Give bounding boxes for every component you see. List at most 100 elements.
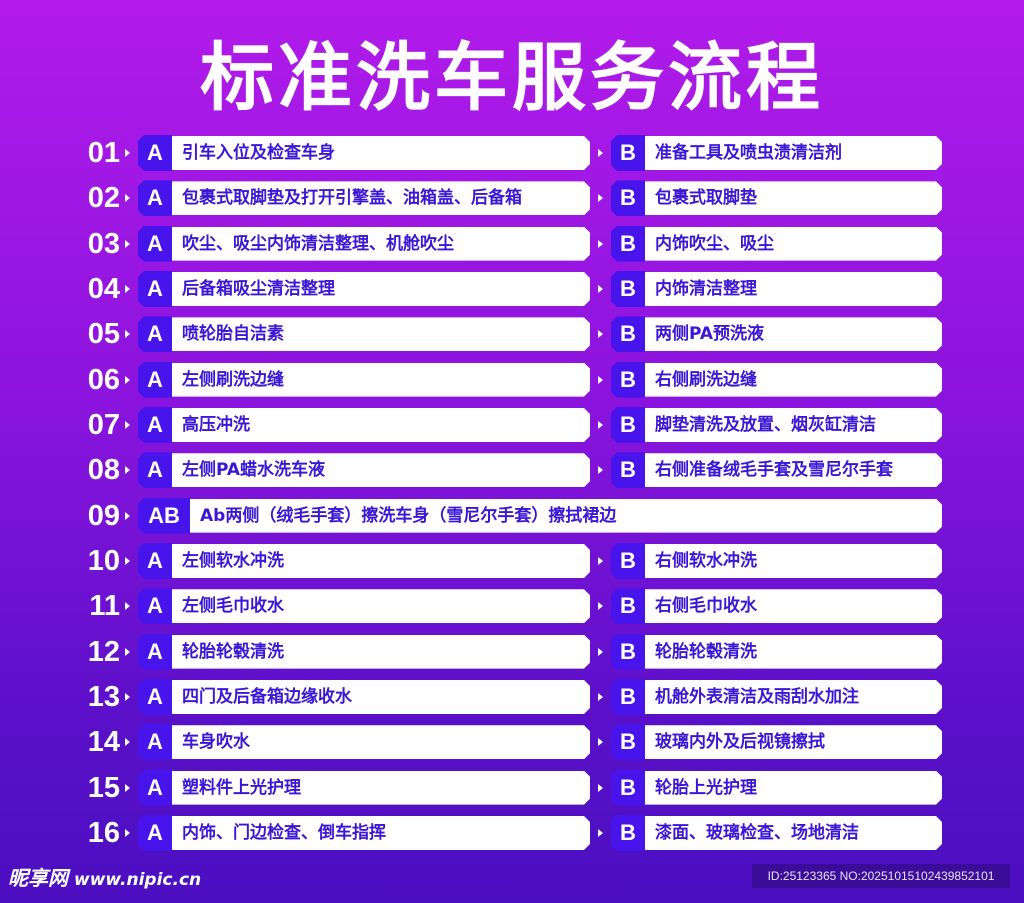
step-row: 07 A 高压冲洗 B 脚垫清洗及放置、烟灰缸清洁 — [0, 407, 1024, 443]
arrow-icon — [125, 692, 130, 701]
step-row: 01 A 引车入位及检查车身 B 准备工具及喷虫渍清洁剂 — [0, 135, 1024, 171]
step-a-text: 左侧毛巾收水 — [182, 596, 284, 617]
arrow-icon — [125, 738, 130, 747]
badge-a: A — [138, 815, 172, 851]
badge-b: B — [611, 815, 645, 851]
badge-a: A — [138, 724, 172, 760]
step-row: 16 A 内饰、门边检查、倒车指挥 B 漆面、玻璃检查、场地清洁 — [0, 815, 1024, 851]
arrow-icon — [125, 783, 130, 792]
arrow-icon — [598, 738, 603, 747]
badge-b: B — [611, 588, 645, 624]
arrow-icon — [125, 511, 130, 520]
step-a-text: 吹尘、吸尘内饰清洁整理、机舱吹尘 — [182, 233, 454, 254]
step-number: 05 — [87, 318, 120, 351]
arrow-icon — [125, 284, 130, 293]
step-a-text: 车身吹水 — [182, 732, 250, 753]
step-a-text: 高压冲洗 — [182, 414, 250, 435]
step-a-text: 左侧PA蜡水洗车液 — [182, 460, 326, 481]
badge-b: B — [611, 226, 645, 262]
arrow-icon — [598, 828, 603, 837]
arrow-icon — [598, 783, 603, 792]
arrow-icon — [125, 375, 130, 384]
step-b-text: 脚垫清洗及放置、烟灰缸清洁 — [655, 414, 876, 435]
step-row: 03 A 吹尘、吸尘内饰清洁整理、机舱吹尘 B 内饰吹尘、吸尘 — [0, 226, 1024, 262]
step-row: 11 A 左侧毛巾收水 B 右侧毛巾收水 — [0, 588, 1024, 624]
step-b-bar — [630, 725, 942, 759]
step-number: 04 — [87, 272, 120, 305]
step-a-bar — [160, 453, 590, 487]
step-a-text: 内饰、门边检查、倒车指挥 — [182, 822, 386, 843]
step-row: 10 A 左侧软水冲洗 B 右侧软水冲洗 — [0, 543, 1024, 579]
step-row: 15 A 塑料件上光护理 B 轮胎上光护理 — [0, 770, 1024, 806]
step-a-bar — [160, 408, 590, 442]
step-number: 13 — [87, 680, 120, 713]
page-title: 标准洗车服务流程 — [200, 35, 824, 121]
step-row: 12 A 轮胎轮毂清洗 B 轮胎轮毂清洗 — [0, 634, 1024, 670]
step-number: 09 — [87, 499, 120, 532]
step-b-bar — [630, 136, 942, 170]
step-a-bar — [160, 544, 590, 578]
arrow-icon — [125, 647, 130, 656]
step-number: 01 — [87, 137, 120, 169]
step-b-bar — [630, 544, 942, 578]
logo-site: www.nipic.cn — [74, 870, 202, 890]
step-b-text: 漆面、玻璃检查、场地清洁 — [655, 822, 859, 843]
arrow-icon — [598, 330, 603, 339]
badge-a: A — [138, 316, 172, 352]
badge-b: B — [611, 407, 645, 443]
badge-b: B — [611, 362, 645, 398]
badge-a: A — [138, 770, 172, 806]
step-b-text: 内饰清洁整理 — [655, 278, 757, 299]
arrow-icon — [125, 330, 130, 339]
step-a-text: 塑料件上光护理 — [182, 777, 301, 798]
badge-b: B — [611, 271, 645, 307]
step-a-text: 后备箱吸尘清洁整理 — [182, 278, 335, 299]
step-a-text: 四门及后备箱边缘收水 — [182, 686, 352, 707]
step-a-bar — [160, 227, 590, 261]
step-a-bar — [160, 317, 590, 351]
badge-a: A — [138, 407, 172, 443]
step-b-text: 轮胎轮毂清洗 — [655, 641, 757, 662]
step-number: 14 — [87, 726, 120, 759]
step-b-text: 两侧PA预洗液 — [655, 324, 765, 345]
badge-a: A — [138, 452, 172, 488]
step-a-text: 引车入位及检查车身 — [182, 143, 335, 163]
arrow-icon — [125, 828, 130, 837]
step-row: 02 A 包裹式取脚垫及打开引擎盖、油箱盖、后备箱 B 包裹式取脚垫 — [0, 180, 1024, 216]
step-b-bar — [630, 635, 942, 669]
step-b-bar — [630, 408, 942, 442]
step-a-bar — [160, 816, 590, 850]
step-number: 12 — [87, 635, 120, 668]
badge-b: B — [611, 180, 645, 216]
arrow-icon — [598, 647, 603, 656]
step-number: 02 — [87, 182, 120, 215]
step-b-bar — [630, 363, 942, 397]
arrow-icon — [125, 556, 130, 565]
step-b-bar — [630, 589, 942, 623]
badge-b: B — [611, 634, 645, 670]
arrow-icon — [125, 149, 130, 157]
step-number: 06 — [87, 363, 120, 396]
badge-a: A — [138, 588, 172, 624]
step-a-bar — [160, 771, 590, 805]
arrow-icon — [125, 466, 130, 475]
arrow-icon — [598, 375, 603, 384]
step-a-bar — [160, 635, 590, 669]
badge-a: A — [138, 543, 172, 579]
step-b-text: 右侧毛巾收水 — [655, 596, 757, 617]
arrow-icon — [598, 284, 603, 293]
step-a-text: 轮胎轮毂清洗 — [182, 641, 284, 662]
logo-text: 昵享网 — [8, 866, 68, 890]
step-a-bar — [160, 136, 590, 170]
step-a-bar — [160, 363, 590, 397]
badge-b: B — [611, 679, 645, 715]
step-number: 07 — [87, 408, 120, 441]
step-number: 08 — [87, 454, 120, 487]
arrow-icon — [125, 420, 130, 429]
step-row: 04 A 后备箱吸尘清洁整理 B 内饰清洁整理 — [0, 271, 1024, 307]
watermark-logo: 昵享网 www.nipic.cn — [8, 862, 201, 891]
watermark-id: ID:25123365 NO:20251015102439852101 — [752, 864, 1010, 888]
badge-a: A — [138, 634, 172, 670]
step-a-bar — [160, 680, 590, 714]
step-a-bar — [160, 725, 590, 759]
